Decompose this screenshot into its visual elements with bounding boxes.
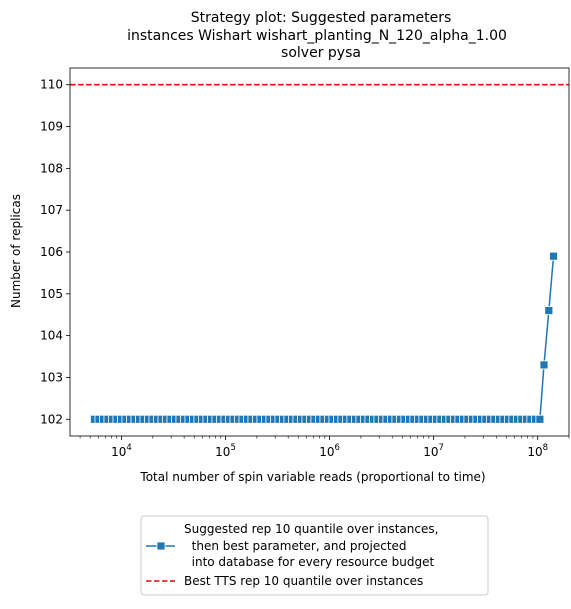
legend-reference-label: Best TTS rep 10 quantile over instances bbox=[184, 574, 423, 588]
x-tick-exponent: 5 bbox=[230, 443, 235, 453]
x-tick-base: 10 bbox=[423, 445, 438, 459]
x-tick-base: 10 bbox=[527, 445, 542, 459]
y-tick-label-110: 110 bbox=[40, 78, 63, 92]
chart-title-line-3: solver pysa bbox=[281, 45, 361, 61]
y-tick-label-107: 107 bbox=[40, 203, 63, 217]
legend-series-label-line-3: into database for every resource budget bbox=[184, 555, 434, 569]
x-axis-label: Total number of spin variable reads (pro… bbox=[139, 470, 485, 484]
chart-title-line-2: instances Wishart wishart_planting_N_120… bbox=[127, 28, 507, 44]
legend-series-label: Suggested rep 10 quantile over instances… bbox=[184, 522, 442, 569]
x-tick-label-4: 104 bbox=[111, 443, 132, 459]
x-tick-exponent: 6 bbox=[335, 443, 340, 453]
legend-series-marker bbox=[156, 541, 166, 551]
x-tick-base: 10 bbox=[215, 445, 230, 459]
legend: Suggested rep 10 quantile over instances… bbox=[140, 515, 489, 596]
x-tick-label-6: 106 bbox=[319, 443, 340, 459]
y-tick-label-106: 106 bbox=[40, 245, 63, 259]
plot-area: 104 105 106 107 1081021031041051061071081091… bbox=[40, 67, 570, 459]
data-point-101 bbox=[544, 306, 554, 315]
x-tick-base: 10 bbox=[319, 445, 334, 459]
legend-frame bbox=[140, 515, 489, 596]
x-tick-label-7: 107 bbox=[423, 443, 444, 459]
y-tick-label-104: 104 bbox=[40, 329, 63, 343]
plot-frame bbox=[69, 67, 570, 437]
x-tick-exponent: 4 bbox=[126, 443, 131, 453]
x-tick-label-5: 105 bbox=[215, 443, 236, 459]
legend-series-label-line-1: Suggested rep 10 quantile over instances… bbox=[184, 522, 438, 536]
chart-title-line-1: Strategy plot: Suggested parameters bbox=[191, 10, 452, 26]
x-tick-base: 10 bbox=[111, 445, 126, 459]
series-line bbox=[94, 256, 555, 421]
y-tick-label-109: 109 bbox=[40, 120, 63, 134]
x-tick-exponent: 7 bbox=[439, 443, 444, 453]
y-axis-label: Number of replicas bbox=[9, 194, 23, 308]
legend-series-label-line-2: then best parameter, and projected bbox=[184, 539, 407, 553]
x-tick-exponent: 8 bbox=[543, 443, 548, 453]
data-point-100 bbox=[539, 360, 549, 370]
y-tick-label-105: 105 bbox=[40, 287, 63, 301]
y-tick-label-108: 108 bbox=[40, 161, 63, 175]
y-tick-label-103: 103 bbox=[40, 370, 63, 384]
data-point-99 bbox=[535, 414, 545, 424]
x-tick-label-8: 108 bbox=[527, 443, 548, 459]
y-tick-label-102: 102 bbox=[40, 412, 63, 426]
data-point-102 bbox=[549, 251, 558, 261]
